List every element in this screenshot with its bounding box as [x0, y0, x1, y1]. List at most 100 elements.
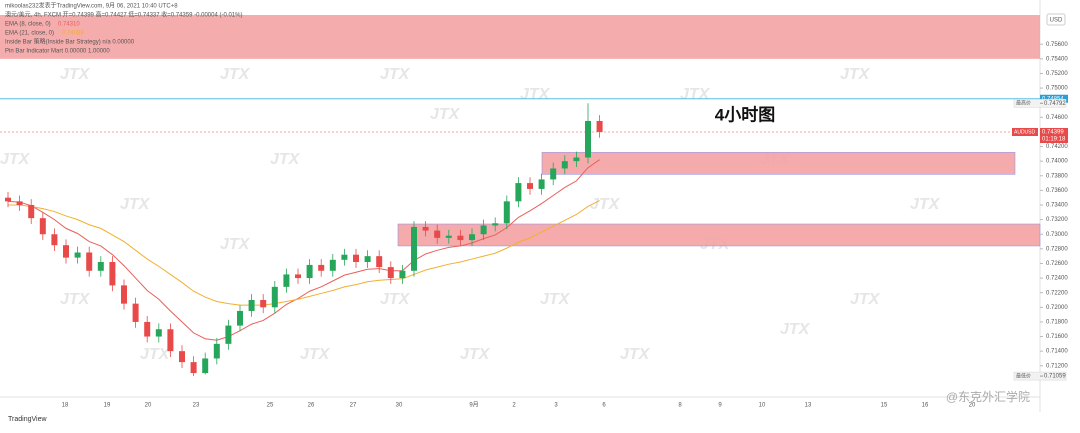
x-tick-label: 19 — [104, 403, 111, 409]
candle-body — [411, 226, 417, 271]
zone — [541, 152, 1016, 175]
ema-line — [8, 200, 600, 306]
candle-body — [329, 259, 336, 271]
y-tick-label: 0.75000 — [1046, 86, 1068, 92]
x-tick-label: 20 — [145, 403, 152, 409]
y-tick-label: 0.73600 — [1046, 188, 1068, 194]
x-tick-label: 10 — [759, 403, 766, 409]
candle-body — [295, 274, 301, 279]
candle-body — [480, 225, 487, 235]
x-tick-label: 30 — [396, 403, 403, 409]
watermark: JTX — [850, 291, 881, 308]
candle-body — [561, 161, 568, 169]
y-tick-label: 0.71400 — [1046, 349, 1068, 355]
candle-body — [132, 303, 139, 322]
x-tick-label: 13 — [805, 403, 812, 409]
candle-body — [86, 252, 93, 271]
legend-value: 0.74088 — [62, 31, 84, 37]
watermark: JTX — [0, 151, 31, 168]
candle-body — [179, 351, 185, 363]
candle-body — [445, 235, 452, 238]
level-badge — [1040, 94, 1068, 103]
candle-body — [318, 264, 325, 271]
y-tick-label: 0.73200 — [1046, 217, 1068, 223]
watermark: JTX — [430, 106, 461, 123]
candle-body — [457, 235, 464, 241]
candle-body — [63, 245, 69, 258]
candle-body — [573, 157, 580, 162]
candle-body — [596, 120, 603, 132]
watermark: JTX — [520, 86, 551, 103]
x-tick-label: 26 — [308, 403, 315, 409]
zone — [397, 223, 1041, 247]
candle-body — [550, 168, 557, 180]
candle-body — [387, 267, 394, 279]
candle-body — [190, 362, 197, 374]
watermark: JTX — [910, 196, 941, 213]
current-badge — [1012, 127, 1038, 136]
x-tick-label: 20 — [969, 403, 976, 409]
legend-value: 0.74310 — [58, 22, 80, 28]
candle-body — [225, 325, 232, 344]
watermark: JTX — [220, 66, 251, 83]
current-label: 0.74399 — [1042, 130, 1064, 136]
candle-body — [167, 329, 174, 352]
x-tick-label: 27 — [350, 403, 357, 409]
y-tick-label: 0.74600 — [1046, 115, 1068, 121]
legend-line: Inside Bar 策略(Inside Bar Strategy) n/a 0… — [5, 38, 135, 46]
y-tick-label: 0.72800 — [1046, 246, 1068, 252]
candle-body — [422, 226, 429, 231]
candle-body — [492, 223, 499, 226]
level-high-name: 最高价 — [1016, 100, 1031, 107]
currency-label[interactable]: USD — [1050, 18, 1063, 24]
watermark: JTX — [780, 321, 811, 338]
annotation: 4小时图 — [715, 105, 775, 124]
watermark: JTX — [380, 66, 411, 83]
candle-body — [202, 358, 209, 374]
x-tick-label: 2 — [512, 403, 516, 409]
candle-body — [213, 343, 220, 359]
legend-name: EMA (21, close, 0) — [5, 31, 54, 37]
y-tick-label: 0.75200 — [1046, 71, 1068, 77]
x-tick-label: 23 — [193, 403, 200, 409]
candle-body — [469, 234, 475, 241]
y-tick-label: 0.72200 — [1046, 290, 1068, 296]
candle-body — [585, 120, 591, 158]
currency-button[interactable] — [1046, 13, 1066, 26]
watermark: JTX — [60, 291, 91, 308]
y-tick-label: 0.71200 — [1046, 363, 1068, 369]
candle-body — [5, 197, 11, 202]
candle-body — [353, 254, 359, 262]
candle-body — [306, 264, 313, 279]
x-tick-label: 25 — [267, 403, 274, 409]
watermark: JTX — [380, 291, 411, 308]
watermark: JTX — [60, 66, 91, 83]
header-line: mikoolas232发表于TradingView.com, 9月 06, 20… — [5, 2, 178, 10]
y-tick-label: 0.73400 — [1046, 203, 1068, 209]
candle-body — [248, 300, 255, 311]
candle-body — [39, 218, 46, 235]
y-tick-label: 0.72600 — [1046, 261, 1068, 267]
y-tick-label: 0.73000 — [1046, 232, 1068, 238]
level-low-label: 0.71059 — [1044, 374, 1066, 380]
candle-body — [121, 285, 127, 304]
candle-body — [434, 230, 441, 238]
watermark: JTX — [680, 86, 711, 103]
legend-line: Pin Bar Indicator Mart 0.00000 1.00000 — [5, 49, 110, 55]
countdown: 01:19:18 — [1042, 137, 1066, 143]
candle-body — [376, 256, 383, 268]
candle-body — [16, 201, 23, 205]
candle-body — [51, 234, 58, 246]
current-name: AUDUSD — [1014, 129, 1036, 135]
header-line: 澳元/美元, 4h, FXCM 开=0.74399 高=0.74427 低=0.… — [5, 11, 242, 19]
candle-body — [144, 321, 151, 337]
candle-body — [399, 270, 406, 279]
x-tick-label: 16 — [922, 403, 929, 409]
watermark: JTX — [540, 291, 571, 308]
candle-body — [527, 183, 533, 189]
x-tick-label: 18 — [62, 403, 69, 409]
level-high-label: 0.74792 — [1044, 101, 1066, 107]
candle-body — [538, 179, 545, 189]
